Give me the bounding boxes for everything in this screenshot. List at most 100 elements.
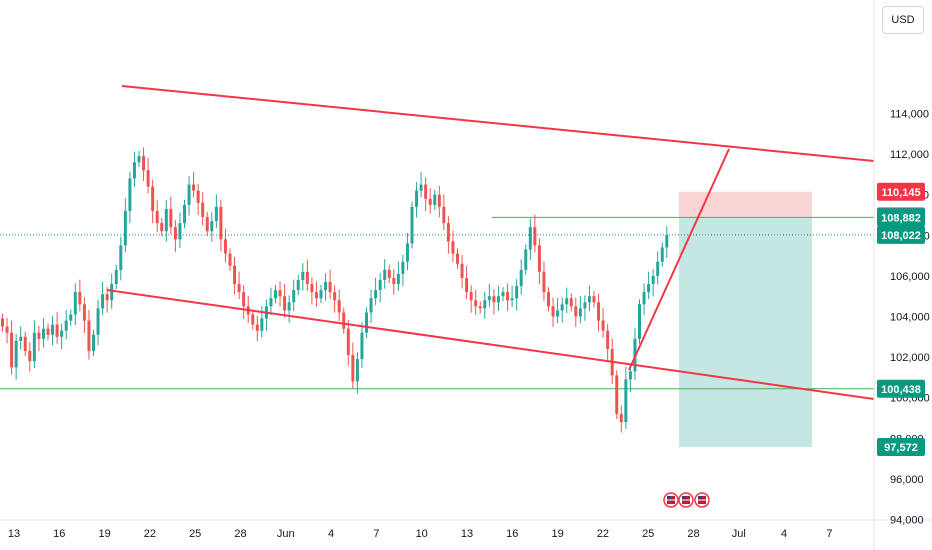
candle [205,211,209,237]
candle-body [428,198,432,205]
price-badge-bg [877,379,925,398]
candle [401,254,405,287]
candle-body [565,298,569,305]
candle-body [255,324,259,331]
candle-body [242,292,246,307]
take-profit-zone[interactable] [679,217,812,447]
candle-body [114,269,118,285]
channel-lower-trendline[interactable] [106,289,874,400]
candle-body [574,306,578,317]
candle [123,198,127,253]
candle [41,318,45,348]
candle [169,196,173,235]
candle [292,279,296,312]
x-tick-label: 7 [373,528,379,540]
price-badge-bg [877,437,925,456]
stop-loss-zone[interactable] [679,191,812,218]
candle-body [647,284,651,293]
candle [87,310,91,360]
candle [592,291,596,308]
candle [346,319,350,366]
candle-body [551,306,555,317]
y-tick-label: 104,000 [890,312,930,324]
candle-body [651,275,655,285]
candle-body [392,277,396,285]
price-badge-label: 108,022 [881,230,921,242]
candle-body [456,253,459,264]
candle-body [396,273,400,285]
candle-body [1,318,4,327]
candle [651,268,655,297]
candle [533,214,537,253]
candle-body [569,298,573,307]
candle [574,297,578,328]
candle-body [451,241,455,254]
candle [19,326,23,350]
us-flag-icon[interactable] [678,492,694,508]
candle [237,271,241,300]
candle-body [492,296,496,303]
candle-body [469,292,473,301]
x-tick-label: 22 [144,528,156,540]
candle [465,265,469,300]
candle [496,285,500,312]
candle [82,297,86,333]
candle [219,199,223,252]
candle-body [346,328,350,356]
candle-body [69,314,73,321]
candle-body [46,328,50,335]
candle [565,287,569,314]
candle-body [78,292,82,305]
candle-body [442,206,446,224]
candle [606,323,610,362]
candle-body [192,184,196,191]
candle-body [328,281,332,293]
channel-upper-trendline[interactable] [121,85,874,162]
candle [428,188,432,214]
us-flag-icon[interactable] [694,492,710,508]
candle [619,405,623,433]
candle-body [542,271,546,293]
candle-body [269,298,273,307]
candle [519,259,523,295]
candle [501,287,505,302]
y-tick-label: 102,000 [890,352,930,364]
candle-body [296,279,300,291]
candle [92,329,95,357]
flag-canton [698,496,702,500]
candle [55,312,59,344]
candle-body [146,170,150,187]
currency-label[interactable]: USD [882,6,924,34]
candle [310,277,314,305]
candle-body [583,302,587,309]
candle-body [251,314,255,325]
candle-body [187,184,191,205]
x-tick-label: 25 [642,528,654,540]
candle [187,175,191,216]
candle [233,257,237,295]
candle-body [196,190,200,203]
candle-body [415,190,419,207]
candle-body [360,332,364,360]
candle [14,333,18,380]
candle-body [401,261,405,274]
candle-body [142,156,146,171]
projection-line[interactable] [628,148,730,371]
candle-body [60,330,64,337]
candle-body [292,290,296,303]
y-tick-label: 96,000 [890,474,924,486]
candle-body [383,269,387,280]
us-flag-icon[interactable] [663,492,679,508]
x-tick-label: 16 [53,528,65,540]
price-badge: 108,022 [877,225,925,244]
candle [510,285,514,308]
candle-body [96,308,100,335]
candle [305,259,309,291]
candle-body [183,204,186,224]
candle-body [301,271,305,280]
candle-body [37,332,41,339]
candle-body [123,210,127,246]
candle-body [5,326,9,333]
candle [474,289,478,316]
